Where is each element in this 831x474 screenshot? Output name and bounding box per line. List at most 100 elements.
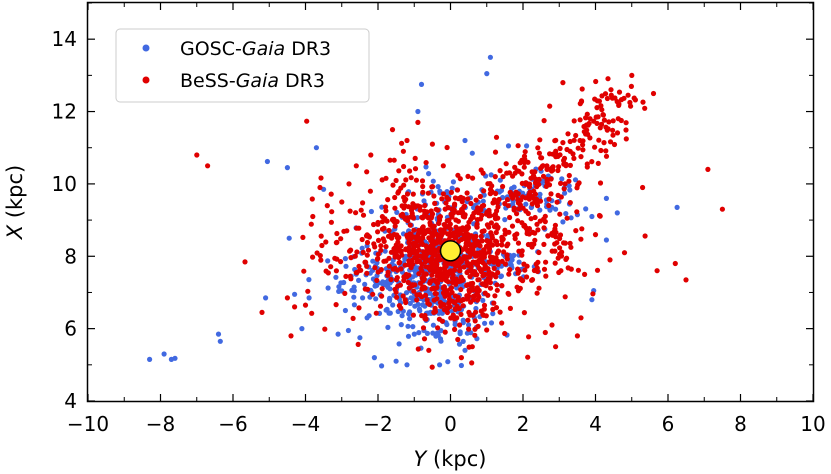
data-point bbox=[568, 266, 574, 272]
data-point bbox=[390, 182, 396, 188]
data-point bbox=[628, 83, 635, 89]
data-point bbox=[563, 163, 569, 169]
data-point bbox=[466, 309, 472, 315]
data-point bbox=[386, 227, 392, 234]
data-point bbox=[566, 172, 572, 179]
data-point bbox=[439, 318, 445, 324]
data-point bbox=[460, 303, 466, 309]
data-point bbox=[489, 183, 495, 189]
data-point bbox=[433, 291, 439, 297]
data-point bbox=[515, 240, 522, 246]
data-point bbox=[416, 258, 423, 264]
data-point bbox=[618, 97, 625, 103]
data-point bbox=[522, 149, 528, 155]
data-point bbox=[372, 265, 378, 271]
data-point bbox=[428, 259, 434, 265]
data-point bbox=[580, 147, 586, 153]
data-point bbox=[589, 297, 595, 303]
data-point bbox=[301, 268, 307, 274]
data-point bbox=[383, 244, 389, 250]
data-point bbox=[589, 159, 595, 165]
data-point bbox=[377, 303, 384, 309]
data-point bbox=[488, 190, 494, 196]
data-point bbox=[616, 89, 623, 95]
data-point bbox=[506, 170, 513, 176]
data-point bbox=[623, 120, 629, 126]
data-point bbox=[605, 76, 611, 82]
data-point bbox=[527, 189, 533, 195]
data-point bbox=[336, 288, 342, 294]
data-point bbox=[482, 290, 488, 296]
data-point bbox=[528, 175, 534, 181]
data-point bbox=[577, 101, 583, 107]
data-point bbox=[449, 206, 455, 212]
data-point bbox=[509, 195, 516, 201]
data-point bbox=[347, 208, 353, 214]
data-point bbox=[324, 203, 330, 209]
x-tick-label: 10 bbox=[800, 412, 825, 436]
data-point bbox=[396, 303, 402, 309]
data-point bbox=[437, 257, 443, 263]
data-point bbox=[448, 285, 455, 291]
data-point bbox=[533, 176, 539, 182]
data-point bbox=[521, 164, 527, 170]
data-point bbox=[463, 232, 469, 238]
data-point bbox=[381, 238, 387, 244]
data-point bbox=[405, 279, 411, 286]
data-point bbox=[494, 208, 500, 214]
sun-marker-layer bbox=[439, 240, 462, 262]
data-point bbox=[362, 281, 368, 287]
data-point bbox=[386, 298, 393, 304]
data-point bbox=[425, 227, 431, 233]
data-point bbox=[474, 287, 480, 293]
data-point bbox=[442, 222, 448, 228]
data-point bbox=[318, 233, 324, 239]
data-point bbox=[418, 81, 425, 87]
data-point bbox=[494, 200, 500, 206]
data-point bbox=[539, 163, 545, 170]
data-point bbox=[419, 225, 425, 231]
data-point bbox=[391, 231, 397, 238]
data-point bbox=[453, 224, 459, 230]
data-point bbox=[430, 178, 436, 184]
data-point bbox=[387, 286, 393, 292]
data-point bbox=[441, 269, 447, 275]
data-point bbox=[314, 250, 320, 256]
data-point bbox=[259, 309, 265, 315]
data-point bbox=[603, 148, 609, 154]
data-point bbox=[599, 121, 605, 127]
data-point bbox=[492, 293, 498, 299]
data-point bbox=[465, 173, 471, 179]
data-point bbox=[415, 231, 422, 237]
data-point bbox=[486, 246, 493, 252]
data-point bbox=[495, 258, 501, 264]
data-point bbox=[415, 346, 421, 352]
data-point bbox=[460, 317, 466, 323]
data-point bbox=[217, 338, 223, 344]
data-point bbox=[468, 282, 474, 288]
data-point bbox=[399, 313, 405, 319]
data-point bbox=[403, 177, 409, 183]
data-point bbox=[468, 216, 474, 222]
data-point bbox=[441, 302, 447, 308]
data-point bbox=[705, 166, 711, 172]
data-point bbox=[494, 241, 500, 248]
data-point bbox=[506, 229, 512, 235]
data-point bbox=[412, 155, 418, 161]
data-point bbox=[547, 207, 553, 213]
data-point bbox=[487, 54, 493, 60]
data-point bbox=[406, 258, 412, 264]
points-layer bbox=[147, 54, 726, 370]
data-point bbox=[683, 277, 689, 283]
data-point bbox=[417, 280, 424, 286]
data-point bbox=[593, 114, 599, 120]
data-point bbox=[577, 117, 583, 123]
data-point bbox=[534, 268, 541, 274]
data-point bbox=[205, 163, 211, 169]
data-point bbox=[395, 267, 401, 273]
data-point bbox=[472, 332, 478, 338]
data-point bbox=[515, 218, 521, 224]
data-point bbox=[360, 249, 366, 255]
data-point bbox=[457, 322, 463, 328]
